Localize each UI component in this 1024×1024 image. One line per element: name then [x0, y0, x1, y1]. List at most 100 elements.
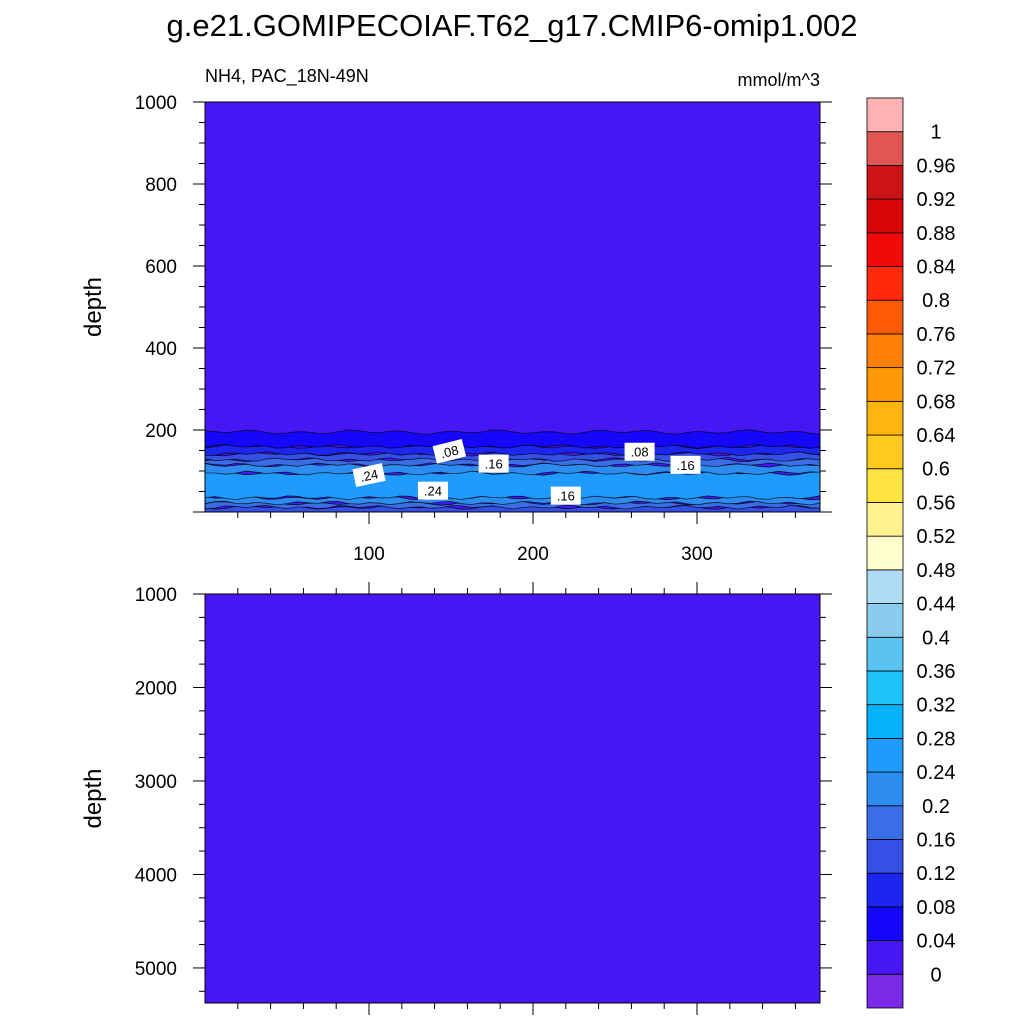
- y-tick-label: 5000: [135, 959, 177, 980]
- upper-panel: 200 400 600 800 1000 100 200 300 depth .24 .24 .16.…: [80, 93, 832, 565]
- colorbar-box: [866, 636, 904, 672]
- colorbar-label: 0.08: [917, 897, 956, 919]
- colorbar-label: 0.96: [917, 155, 956, 177]
- colorbar-box: [866, 839, 904, 874]
- colorbar-label: 0.6: [922, 459, 950, 481]
- colorbar-label: 0.72: [917, 358, 956, 380]
- panel-frame: [204, 593, 821, 1004]
- colorbar-box: [866, 704, 904, 739]
- y-tick-label: 3000: [135, 772, 177, 793]
- colorbar-box: [866, 434, 904, 470]
- colorbar-box: [866, 906, 904, 941]
- contour-label-text: .08: [631, 445, 649, 460]
- colorbar-box: [866, 805, 904, 840]
- colorbar-box: [866, 333, 904, 369]
- contour-label-box: [432, 438, 467, 464]
- colorbar-box: [866, 165, 904, 200]
- colorbar-label: 0.88: [917, 223, 956, 245]
- contour-label: .24: [352, 463, 386, 488]
- colorbar-label: 0.28: [917, 728, 956, 750]
- y-tick-label: 400: [145, 339, 177, 360]
- colorbar-box: [866, 973, 904, 1009]
- y-tick-label: 1000: [135, 93, 177, 114]
- contour-label-text: .24: [359, 466, 380, 484]
- y-axis-label: depth: [80, 768, 107, 828]
- contour-label-box: [478, 454, 509, 473]
- colorbar-box: [866, 569, 904, 604]
- x-tick-label: 100: [353, 544, 385, 565]
- variable-region-label: NH4, PAC_18N-49N: [205, 66, 369, 87]
- contour-label-box: [352, 463, 386, 488]
- colorbar-label: 0.24: [917, 762, 956, 784]
- y-tick-label: 2000: [135, 678, 177, 699]
- contour-label: .16: [670, 455, 701, 474]
- colorbar-box: [866, 97, 904, 133]
- colorbar-box: [866, 737, 904, 773]
- colorbar-box: [866, 232, 904, 267]
- colorbar-box: [866, 940, 904, 975]
- lower-panel: 1000 2000 3000 4000 5000 depth: [80, 582, 832, 1015]
- colorbar-label: 0.48: [917, 560, 956, 582]
- colorbar-box: [866, 535, 904, 571]
- colorbar-label: 0.52: [917, 526, 956, 548]
- y-tick-label: 4000: [135, 865, 177, 886]
- contour-label-text: .16: [557, 489, 575, 504]
- colorbar-label: 0: [930, 964, 941, 986]
- colorbar-label: 0.44: [917, 594, 956, 616]
- colorbar-label: 0.64: [917, 425, 956, 447]
- colorbar-label: 0.76: [917, 324, 956, 346]
- contour-label-box: [670, 455, 701, 474]
- contour-label: .08: [624, 442, 655, 461]
- colorbar-box: [866, 198, 904, 234]
- colorbar-box: [866, 771, 904, 807]
- contour-label-box: [624, 442, 655, 461]
- contour-label-text: .08: [439, 442, 460, 461]
- colorbar-label: 0.68: [917, 391, 956, 413]
- colorbar-box: [866, 299, 904, 335]
- colorbar-box: [866, 400, 904, 436]
- colorbar-label: 0.12: [917, 863, 956, 885]
- colorbar-box: [866, 603, 904, 638]
- contour-label-text: .16: [676, 458, 694, 473]
- colorbar-label: 1: [930, 122, 941, 144]
- contour-label-text: .16: [485, 457, 503, 472]
- colorbar-label: 0.16: [917, 829, 956, 851]
- contour-label-box: [550, 486, 581, 505]
- colorbar-label: 0.8: [922, 290, 950, 312]
- colorbar-box: [866, 872, 904, 908]
- x-tick-label: 300: [681, 544, 713, 565]
- y-axis-label: depth: [80, 277, 107, 337]
- y-tick-label: 200: [145, 421, 177, 442]
- colorbar-label: 0.84: [917, 257, 956, 279]
- colorbar-box: [866, 468, 904, 503]
- colorbar-label: 0.36: [917, 661, 956, 683]
- contour-label: .24: [417, 481, 448, 500]
- colorbar-label: 0.2: [922, 796, 950, 818]
- colorbar-box: [866, 266, 904, 301]
- contour-band: [204, 429, 821, 449]
- colorbar-label: 0.92: [917, 189, 956, 211]
- colorbar-label: 0.04: [917, 931, 956, 953]
- colorbar-label: 0.4: [922, 627, 950, 649]
- contour-label-box: [417, 481, 448, 500]
- contour-label-text: .24: [424, 484, 442, 499]
- contour-label: .16: [478, 454, 509, 473]
- units-label: mmol/m^3: [738, 70, 820, 90]
- y-tick-label: 600: [145, 257, 177, 278]
- y-tick-label: 1000: [135, 585, 177, 606]
- figure-title: g.e21.GOMIPECOIAF.T62_g17.CMIP6-omip1.00…: [167, 8, 858, 43]
- contour-label: .08: [432, 438, 467, 464]
- colorbar-box: [866, 131, 904, 166]
- colorbar: 0 0.04 0.08 0.12 0.16 0.2 0.24 0.28 0.32 0.36 0.4 0…: [866, 97, 956, 1009]
- colorbar-box: [866, 367, 904, 402]
- colorbar-label: 0.32: [917, 695, 956, 717]
- contour-band: [204, 470, 821, 501]
- contour-label: .16: [550, 486, 581, 505]
- x-tick-label: 200: [517, 544, 549, 565]
- colorbar-box: [866, 502, 904, 537]
- panel-background: [205, 594, 820, 1003]
- colorbar-label: 0.56: [917, 492, 956, 514]
- colorbar-box: [866, 670, 904, 706]
- y-tick-label: 800: [145, 175, 177, 196]
